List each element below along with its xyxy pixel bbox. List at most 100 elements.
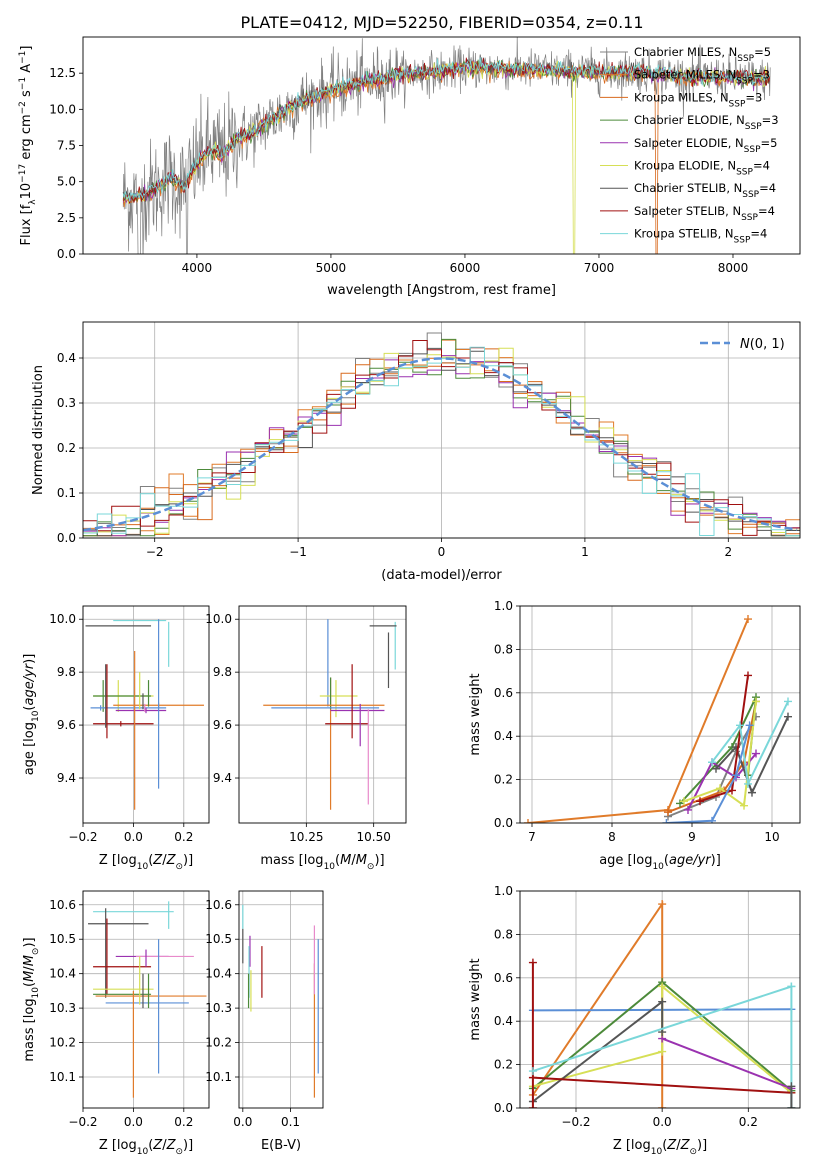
weight_vs_Z-frame <box>519 890 801 1109</box>
mass_vs_ebv-ytick-label: 10.5 <box>205 932 232 946</box>
weight_vs_age-ytick-label: 0.8 <box>494 642 513 656</box>
residuals-xtick-label: 0 <box>438 545 446 559</box>
legend-label: Salpeter STELIB, NSSP=4 <box>634 204 775 223</box>
mass_vs_ebv-ytick-label: 10.6 <box>205 898 232 912</box>
weight_vs_age-plot-area <box>524 615 792 823</box>
mass_vs_Z-ytick-label: 10.3 <box>49 1001 76 1015</box>
mass_vs_Z-frame <box>82 890 210 1109</box>
age_vs_mass-ytick-label: 9.8 <box>213 665 232 679</box>
spectrum-xtick-label: 6000 <box>450 261 481 275</box>
weight-series-line <box>666 725 751 823</box>
legend-label: Chabrier ELODIE, NSSP=3 <box>634 113 779 132</box>
residuals-frame <box>82 321 801 539</box>
spectrum-model-line <box>122 57 771 202</box>
age_vs_mass-frame <box>238 605 407 824</box>
weight_vs_Z-panel: −0.2 0.0 0.2 0.0 0.2 0.4 0.6 0.8 1.0 Z [log10(Z/Z… <box>468 884 801 1157</box>
mass_vs_ebv-plot-area <box>242 904 319 1098</box>
residuals-ylabel: Normed distribution <box>31 365 46 495</box>
age_vs_Z-xtick-label: 0.0 <box>124 830 143 844</box>
weight-series-line <box>532 1076 792 1094</box>
age_vs_mass-xtick-label: 10.50 <box>356 830 390 844</box>
spectrum-xlabel: wavelength [Angstrom, rest frame] <box>327 283 556 298</box>
weight-series-marker <box>696 797 704 806</box>
mass_vs_Z-xtick-label: 0.2 <box>174 1115 193 1129</box>
residuals-xtick-label: 1 <box>581 545 589 559</box>
gaussian-curve <box>83 357 798 532</box>
age_vs_mass-ytick-label: 9.6 <box>213 718 232 732</box>
weight-series-marker <box>712 764 720 773</box>
age_vs_Z-xlabel: Z [log10(Z/Z⊙)] <box>99 853 193 872</box>
gauss-legend-label: N(0, 1) <box>740 337 785 352</box>
mass_vs_Z-ytick-label: 10.5 <box>49 932 76 946</box>
weight_vs_Z-xlabel: Z [log10(Z/Z⊙)] <box>613 1138 707 1157</box>
mass_vs_Z-ytick-label: 10.6 <box>49 898 76 912</box>
weight-series-marker <box>787 982 796 991</box>
weight-series-marker <box>658 1047 667 1056</box>
age_vs_mass-ytick-label: 9.4 <box>213 771 232 785</box>
weight-series-marker <box>748 788 756 797</box>
spectrum-panel: 4000 5000 6000 7000 8000 0.0 2.5 5.0 7.5 10.0 12.5… <box>18 36 801 298</box>
weight-series-line <box>711 701 789 788</box>
weight-series-marker <box>732 771 740 780</box>
spectrum-data-line <box>122 37 771 254</box>
weight-series-marker <box>744 779 752 788</box>
spectrum-frame <box>82 36 801 255</box>
age_vs_Z-ytick-label: 9.4 <box>57 771 76 785</box>
weight-series-marker <box>744 671 752 680</box>
weight_vs_Z-ytick-label: 0.0 <box>494 1101 513 1115</box>
weight_vs_age-frame <box>519 605 801 824</box>
weight_vs_Z-ytick-label: 0.4 <box>494 1014 513 1028</box>
weight_vs_age-xtick-label: 7 <box>528 830 536 844</box>
residual-histogram <box>83 340 800 536</box>
weight-series-line <box>667 716 757 818</box>
weight-series-marker <box>752 749 760 758</box>
mass_vs_ebv-xlabel: E(B-V) <box>261 1138 301 1153</box>
mass_vs_ebv-frame <box>238 890 324 1109</box>
legend-label: Salpeter MILES, NSSP=3 <box>634 68 770 87</box>
mass_vs_Z-xlabel: Z [log10(Z/Z⊙)] <box>99 1138 193 1157</box>
weight-series-marker <box>784 712 792 721</box>
mass_vs_Z-ytick-label: 10.1 <box>49 1070 76 1084</box>
spectrum-plot-area <box>122 37 771 254</box>
mass_vs_Z-xtick-label: 0.0 <box>124 1115 143 1129</box>
mass_vs_Z-ytick-label: 10.2 <box>49 1036 76 1050</box>
legend-label: Salpeter ELODIE, NSSP=5 <box>634 136 777 155</box>
residuals-ytick-label: 0.4 <box>57 351 76 365</box>
weight-series-marker <box>528 1104 537 1108</box>
age_vs_Z-ylabel: age [log10(age/yr)] <box>22 654 41 776</box>
weight_vs_age-ytick-label: 0.4 <box>494 729 513 743</box>
weight-series-marker <box>662 819 671 823</box>
weight-series-marker <box>680 797 688 806</box>
weight-series-marker <box>752 697 760 706</box>
age_vs_mass-xlabel: mass [log10(M/M⊙)] <box>260 853 384 872</box>
weight-series-marker <box>524 819 532 823</box>
residuals-ytick-label: 0.0 <box>57 531 76 545</box>
weight-series-marker <box>708 758 716 767</box>
age_vs_mass-ytick-label: 10.0 <box>205 612 232 626</box>
weight_vs_Z-ytick-label: 0.2 <box>494 1058 513 1072</box>
weight-series-marker <box>528 958 537 967</box>
legend-label: Kroupa STELIB, NSSP=4 <box>634 227 767 246</box>
mass_vs_Z-panel: −0.2 0.0 0.2 10.1 10.2 10.3 10.4 10.5 10.6 Z [log… <box>22 890 210 1157</box>
weight-series-line <box>715 716 789 796</box>
weight-series-marker <box>658 982 667 991</box>
mass_vs_ebv-ytick-label: 10.3 <box>205 1001 232 1015</box>
mass_vs_Z-ytick-label: 10.4 <box>49 967 76 981</box>
legend-label: Kroupa MILES, NSSP=3 <box>634 90 762 109</box>
residuals-xlabel: (data-model)/error <box>381 568 502 583</box>
weight-series-marker <box>684 805 692 814</box>
spectrum-ytick-label: 7.5 <box>57 139 76 153</box>
age_vs_mass-panel: 10.25 10.50 9.4 9.6 9.8 10.0 mass [log10(M/M⊙)… <box>205 605 407 872</box>
spectrum-ytick-label: 10.0 <box>49 102 76 116</box>
weight_vs_Z-ylabel: mass weight <box>468 958 483 1040</box>
weight-series-marker <box>728 786 736 795</box>
weight_vs_age-xtick-label: 9 <box>688 830 696 844</box>
weight_vs_age-xtick-label: 10 <box>764 830 779 844</box>
weight-series-marker <box>716 784 724 793</box>
mass_vs_Z-xtick-label: −0.2 <box>68 1115 97 1129</box>
mass_vs_Z-ylabel: mass [log10(M/M⊙)] <box>22 937 41 1061</box>
weight-series-line <box>532 999 664 1103</box>
weight_vs_age-panel: 7 8 9 10 0.0 0.2 0.4 0.6 0.8 1.0 age [log10(age/yr… <box>468 599 801 872</box>
spectrum-xtick-label: 4000 <box>182 261 213 275</box>
